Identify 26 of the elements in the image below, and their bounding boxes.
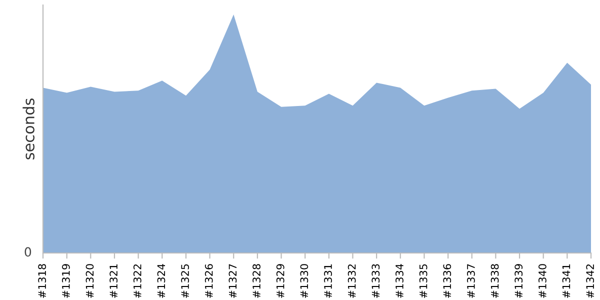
x-tick-label: #1321 [110, 264, 118, 298]
x-tick-label: #1327 [228, 264, 237, 298]
text: 0 [24, 247, 32, 257]
x-tick-label: #1319 [62, 264, 70, 298]
x-tick-label: #1324 [157, 264, 166, 298]
x-tick-label: #1332 [348, 264, 356, 298]
x-tick-label: #1335 [419, 264, 428, 298]
x-tick-label: #1339 [514, 264, 523, 298]
x-tick-label: #1331 [324, 264, 332, 298]
x-tick-label: #1334 [396, 264, 404, 298]
x-tick-label: #1338 [490, 264, 499, 298]
x-tick-label: #1326 [204, 264, 213, 298]
x-tick-label: #1320 [86, 264, 94, 298]
x-tick-label: #1330 [300, 264, 308, 298]
x-tick-label: #1318 [38, 264, 46, 298]
x-tick-label: #1337 [467, 264, 475, 298]
x-tick-label: #1342 [586, 264, 594, 298]
x-tick-label: #1340 [538, 264, 546, 298]
x-tick-label: #1329 [276, 264, 284, 298]
x-tick-label: #1322 [133, 264, 142, 298]
x-tick-label: #1336 [443, 264, 452, 298]
x-tick-label: #1333 [372, 264, 380, 298]
x-tick-label: #1341 [562, 264, 570, 298]
x-tick-label: #1325 [181, 264, 189, 298]
y-axis-title: seconds [22, 98, 34, 160]
x-tick-label: #1328 [252, 264, 260, 298]
